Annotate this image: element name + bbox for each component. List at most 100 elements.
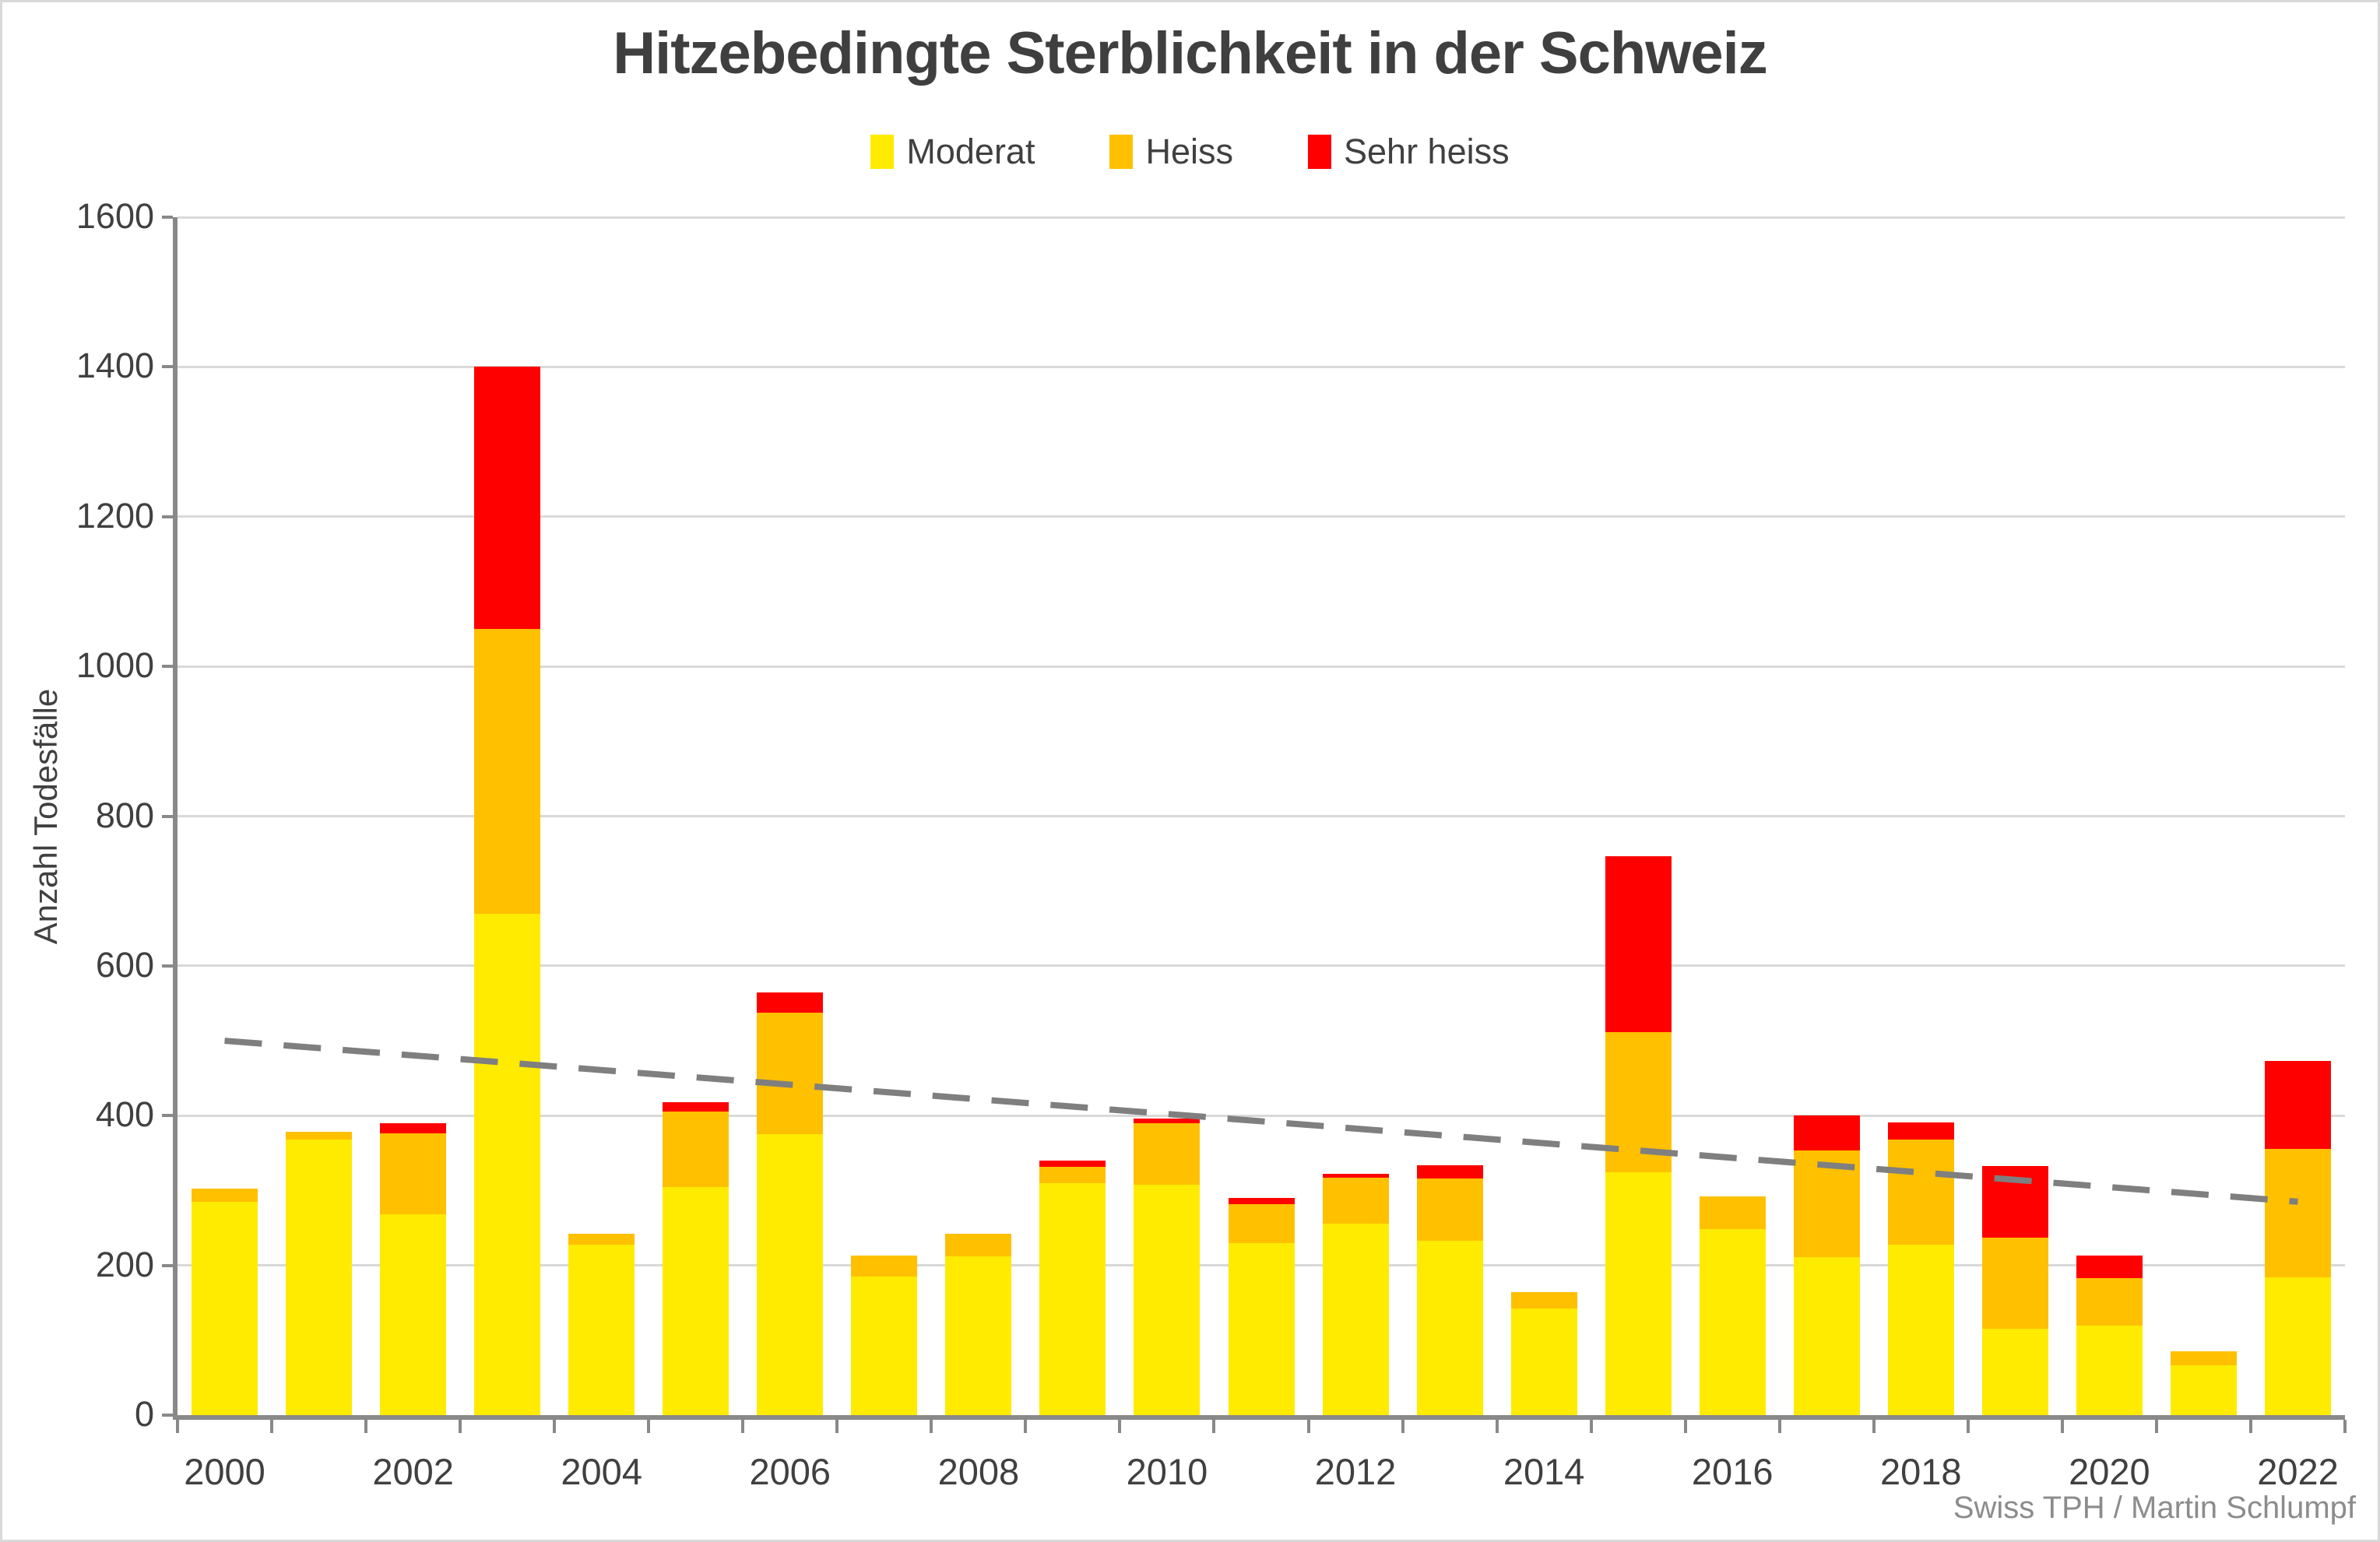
bar-2015 [1605, 217, 1672, 1415]
x-tick-23 [2343, 1420, 2347, 1433]
bar-2013 [1416, 217, 1483, 1415]
x-tick-0 [176, 1420, 179, 1433]
bar-segment-heiss-2004 [568, 1234, 635, 1245]
x-tick-5 [647, 1420, 651, 1433]
bar-2008 [945, 217, 1012, 1415]
x-tick-21 [2154, 1420, 2158, 1433]
y-tick-label-1600: 1600 [76, 196, 154, 236]
x-tick-15 [1589, 1420, 1593, 1433]
bar-segment-moderat-2008 [945, 1256, 1012, 1415]
bar-segment-heiss-2006 [757, 1013, 824, 1135]
x-tick-22 [2248, 1420, 2252, 1433]
y-tick-label-800: 800 [95, 795, 154, 835]
gridline-1200 [178, 515, 2345, 518]
bar-segment-sehr-heiss-2019 [1981, 1165, 2048, 1238]
x-tick-1 [270, 1420, 274, 1433]
bar-segment-sehr-heiss-2015 [1605, 855, 1672, 1032]
x-tick-17 [1777, 1420, 1781, 1433]
bar-segment-sehr-heiss-2012 [1322, 1174, 1389, 1178]
y-tick-label-200: 200 [95, 1244, 154, 1284]
bar-segment-sehr-heiss-2022 [2264, 1061, 2331, 1149]
y-tick-label-600: 600 [95, 944, 154, 985]
chart-title: Hitzebedingte Sterblichkeit in der Schwe… [613, 20, 1768, 86]
bar-segment-moderat-2017 [1793, 1257, 1860, 1415]
bar-segment-heiss-2000 [192, 1188, 258, 1202]
attribution: Swiss TPH / Martin Schlumpf [1953, 1491, 2356, 1525]
bar-segment-heiss-2021 [2170, 1351, 2237, 1365]
bar-segment-sehr-heiss-2018 [1887, 1122, 1954, 1140]
bar-segment-heiss-2011 [1228, 1203, 1295, 1243]
bar-segment-heiss-2017 [1793, 1150, 1860, 1258]
x-tick-9 [1024, 1420, 1028, 1433]
bar-segment-moderat-2013 [1416, 1240, 1483, 1415]
bar-segment-sehr-heiss-2013 [1416, 1164, 1483, 1179]
bar-2012 [1322, 217, 1389, 1415]
bar-segment-moderat-2015 [1605, 1172, 1672, 1415]
y-axis-line [173, 217, 178, 1420]
gridline-1400 [178, 365, 2345, 368]
bar-2001 [286, 217, 353, 1415]
gridline-1000 [178, 665, 2345, 668]
bar-segment-heiss-2018 [1887, 1140, 1954, 1245]
bar-segment-sehr-heiss-2020 [2076, 1256, 2143, 1278]
bar-2000 [192, 217, 258, 1415]
x-label-2008: 2008 [937, 1451, 1020, 1492]
x-label-2002: 2002 [372, 1451, 454, 1492]
bar-segment-sehr-heiss-2003 [474, 367, 541, 630]
bar-segment-heiss-2016 [1699, 1196, 1766, 1230]
y-tick-600 [162, 964, 173, 968]
bar-2002 [380, 217, 447, 1415]
y-tick-label-1200: 1200 [76, 495, 154, 536]
bar-segment-moderat-2020 [2076, 1325, 2143, 1415]
bar-segment-heiss-2014 [1510, 1292, 1577, 1309]
y-tick-label-400: 400 [95, 1094, 154, 1135]
bar-2022 [2264, 217, 2331, 1415]
bar-2019 [1981, 217, 2048, 1415]
x-tick-8 [930, 1420, 933, 1433]
x-tick-13 [1401, 1420, 1404, 1433]
y-tick-label-1400: 1400 [76, 346, 154, 386]
bar-segment-heiss-2002 [380, 1133, 447, 1215]
legend-swatch-sehr-heiss-icon [1308, 135, 1331, 169]
y-tick-1200 [162, 515, 173, 518]
bar-segment-moderat-2003 [474, 913, 541, 1415]
legend-item-sehr-heiss: Sehr heiss [1308, 132, 1510, 172]
bar-segment-heiss-2003 [474, 629, 541, 914]
bar-segment-moderat-2005 [663, 1186, 729, 1415]
legend-item-moderat: Moderat [870, 132, 1035, 172]
bar-2006 [757, 217, 824, 1415]
bar-2007 [851, 217, 918, 1415]
bar-segment-moderat-2009 [1039, 1182, 1106, 1415]
x-label-2010: 2010 [1126, 1451, 1208, 1492]
bar-segment-moderat-2021 [2170, 1365, 2237, 1415]
plot-area: 0 200 400 600 800 1000 1200 1400 1600 2000 2002 200… [76, 196, 2347, 1492]
bar-segment-sehr-heiss-2002 [380, 1122, 447, 1134]
bar-segment-sehr-heiss-2017 [1793, 1115, 1860, 1150]
y-tick-label-1000: 1000 [76, 645, 154, 686]
x-tick-16 [1683, 1420, 1687, 1433]
x-tick-3 [459, 1420, 462, 1433]
bar-segment-moderat-2019 [1981, 1329, 2048, 1415]
x-tick-14 [1495, 1420, 1499, 1433]
bar-segment-heiss-2005 [663, 1112, 729, 1187]
bar-segment-moderat-2006 [757, 1134, 824, 1415]
bar-2010 [1134, 217, 1201, 1415]
bar-segment-heiss-2012 [1322, 1178, 1389, 1224]
bar-segment-moderat-2010 [1134, 1184, 1201, 1415]
bar-segment-sehr-heiss-2006 [757, 992, 824, 1013]
x-label-2014: 2014 [1503, 1451, 1585, 1492]
y-tick-1600 [162, 216, 173, 219]
bar-segment-heiss-2019 [1981, 1238, 2048, 1329]
y-tick-label-0: 0 [134, 1394, 154, 1434]
bar-segment-heiss-2013 [1416, 1178, 1483, 1241]
bar-segment-moderat-2012 [1322, 1223, 1389, 1415]
x-label-2000: 2000 [184, 1451, 265, 1492]
x-tick-4 [553, 1420, 557, 1433]
bar-segment-heiss-2015 [1605, 1031, 1672, 1173]
x-label-2022: 2022 [2257, 1451, 2339, 1492]
legend-label-2: Sehr heiss [1344, 132, 1510, 171]
x-label-2020: 2020 [2069, 1451, 2150, 1492]
bar-segment-sehr-heiss-2010 [1134, 1119, 1201, 1123]
x-tick-11 [1212, 1420, 1216, 1433]
